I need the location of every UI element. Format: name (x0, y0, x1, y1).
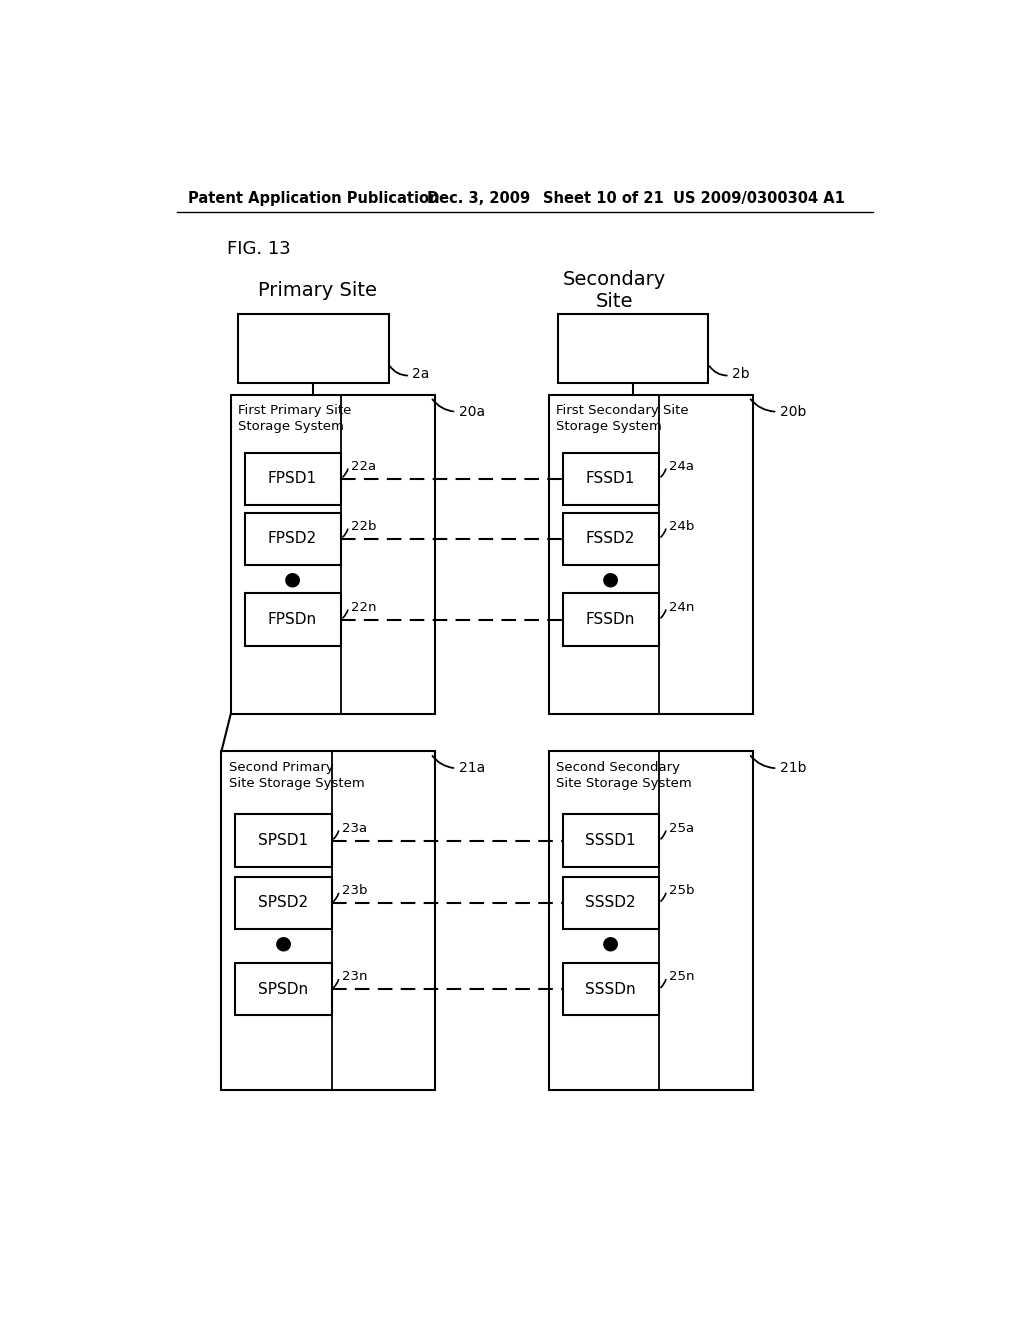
Text: FPSD2: FPSD2 (267, 531, 316, 546)
Bar (562, 594, 658, 645)
Text: 23a: 23a (342, 822, 367, 834)
Text: 25b: 25b (669, 884, 694, 898)
Text: 24a: 24a (669, 459, 694, 473)
Text: SSSD2: SSSD2 (585, 895, 636, 911)
Text: Second Secondary
Site Storage System: Second Secondary Site Storage System (556, 760, 692, 789)
Text: 21b: 21b (779, 762, 806, 775)
Bar (236, 876, 332, 929)
Text: First Primary Site
Storage System: First Primary Site Storage System (239, 404, 351, 433)
Text: SPSD2: SPSD2 (258, 895, 308, 911)
Bar (236, 964, 332, 1015)
Bar (245, 512, 341, 565)
Text: FPSDn: FPSDn (267, 612, 316, 627)
Text: FSSDn: FSSDn (586, 612, 635, 627)
Text: 22a: 22a (351, 459, 376, 473)
Text: 24b: 24b (669, 520, 694, 533)
Text: FIG. 13: FIG. 13 (226, 240, 291, 259)
Text: ●: ● (602, 569, 618, 589)
Text: Sheet 10 of 21: Sheet 10 of 21 (543, 191, 664, 206)
Bar (245, 594, 341, 645)
Text: US 2009/0300304 A1: US 2009/0300304 A1 (674, 191, 845, 206)
Text: SSSDn: SSSDn (585, 982, 636, 997)
Bar (245, 453, 341, 506)
Text: 22b: 22b (351, 520, 376, 533)
Text: FPSD1: FPSD1 (267, 471, 316, 486)
Text: ●: ● (284, 569, 301, 589)
Bar (562, 814, 658, 867)
Text: FSSD1: FSSD1 (586, 471, 635, 486)
Bar (562, 876, 658, 929)
Text: ●: ● (602, 933, 618, 953)
Bar (549, 751, 753, 1090)
Text: 23n: 23n (342, 970, 367, 983)
Bar (549, 395, 753, 714)
Text: First Secondary Site
Storage System: First Secondary Site Storage System (556, 404, 689, 433)
Text: SSSD1: SSSD1 (585, 833, 636, 849)
Text: Primary Site: Primary Site (258, 281, 377, 301)
Text: 22n: 22n (351, 601, 376, 614)
Text: 2b: 2b (732, 367, 750, 381)
Bar (558, 314, 708, 383)
Text: 25n: 25n (669, 970, 694, 983)
Bar (562, 512, 658, 565)
Text: SPSDn: SPSDn (258, 982, 308, 997)
Text: SPSD1: SPSD1 (258, 833, 308, 849)
Bar (562, 453, 658, 506)
Bar (230, 395, 435, 714)
Text: 20b: 20b (779, 405, 806, 418)
Bar (221, 751, 435, 1090)
Text: Patent Application Publication: Patent Application Publication (188, 191, 440, 206)
Text: FSSD2: FSSD2 (586, 531, 635, 546)
Bar (562, 964, 658, 1015)
Text: ●: ● (274, 933, 292, 953)
Text: 21a: 21a (459, 762, 484, 775)
Bar (239, 314, 388, 383)
Text: 25a: 25a (669, 822, 694, 834)
Text: 24n: 24n (669, 601, 694, 614)
Text: Dec. 3, 2009: Dec. 3, 2009 (427, 191, 530, 206)
Text: Second Primary
Site Storage System: Second Primary Site Storage System (229, 760, 365, 789)
Text: 23b: 23b (342, 884, 367, 898)
Bar (236, 814, 332, 867)
Text: 2a: 2a (413, 367, 430, 381)
Text: 20a: 20a (459, 405, 484, 418)
Text: Secondary
Site: Secondary Site (562, 271, 666, 312)
